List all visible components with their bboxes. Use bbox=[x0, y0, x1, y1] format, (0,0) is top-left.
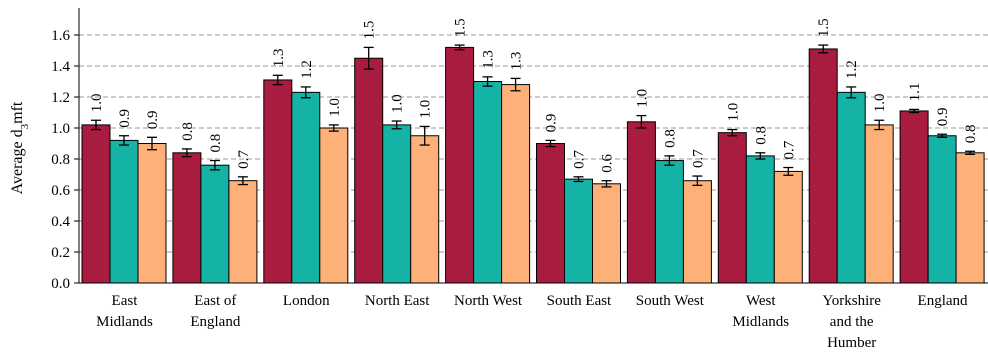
bar bbox=[109, 139, 139, 284]
data-label: 1.3 bbox=[271, 49, 287, 68]
data-labels: 1.0 0.9 0.9 0.8 0.8 0.7 1.3 1.2 1.0 1.5 1.0 1.0 1.5 1… bbox=[89, 18, 979, 172]
data-label: 1.0 bbox=[390, 94, 406, 113]
data-label: 1.3 bbox=[509, 52, 525, 71]
bar bbox=[564, 178, 593, 284]
bar bbox=[899, 110, 929, 284]
axes bbox=[78, 8, 988, 284]
data-label: 0.8 bbox=[662, 129, 678, 148]
data-label: 1.5 bbox=[816, 18, 832, 37]
data-label: 1.0 bbox=[872, 94, 888, 113]
bar bbox=[473, 81, 503, 284]
x-category-label: England bbox=[190, 314, 240, 330]
x-category-label: London bbox=[283, 293, 330, 309]
y-tick-label: 1.6 bbox=[51, 28, 70, 44]
data-label: 1.2 bbox=[844, 60, 860, 79]
x-categories: East Midlands East of England London North Ea… bbox=[96, 293, 968, 351]
bar bbox=[808, 48, 838, 284]
bar bbox=[172, 152, 202, 284]
data-label: 0.8 bbox=[753, 126, 769, 145]
y-tick-label: 0.4 bbox=[51, 214, 70, 230]
y-tick-label: 0.6 bbox=[51, 183, 70, 199]
data-label: 0.8 bbox=[180, 122, 196, 141]
data-label: 0.9 bbox=[117, 109, 133, 128]
bar bbox=[200, 164, 230, 284]
bars bbox=[81, 46, 985, 284]
bar bbox=[864, 124, 894, 284]
bar bbox=[836, 91, 866, 284]
bar bbox=[773, 170, 803, 284]
data-label: 1.0 bbox=[327, 98, 343, 117]
bar bbox=[626, 121, 656, 284]
data-label: 0.6 bbox=[600, 153, 616, 172]
data-label: 1.1 bbox=[907, 83, 923, 102]
x-category-label: North West bbox=[454, 293, 523, 309]
data-label: 0.7 bbox=[690, 149, 706, 168]
bar bbox=[319, 127, 349, 284]
y-tick-label: 1.2 bbox=[51, 90, 70, 106]
bar bbox=[927, 135, 957, 284]
data-label: 1.2 bbox=[299, 60, 315, 79]
x-category-label: West bbox=[746, 293, 776, 309]
bar bbox=[445, 46, 475, 284]
bar bbox=[501, 84, 531, 284]
bar bbox=[654, 160, 684, 284]
bar bbox=[137, 143, 167, 284]
data-label: 0.9 bbox=[544, 114, 560, 133]
data-label: 1.0 bbox=[89, 94, 105, 113]
x-category-label: and the bbox=[830, 314, 874, 330]
x-category-label: East bbox=[112, 293, 139, 309]
y-tick-label: 1.4 bbox=[51, 59, 70, 75]
bar bbox=[228, 180, 258, 284]
x-category-label: South West bbox=[636, 293, 705, 309]
data-label: 0.7 bbox=[572, 150, 588, 169]
x-category-label: Midlands bbox=[96, 314, 153, 330]
data-label: 1.3 bbox=[481, 50, 497, 69]
data-label: 1.0 bbox=[418, 100, 434, 119]
data-label: 1.5 bbox=[362, 21, 378, 40]
y-tick-label: 0.8 bbox=[51, 152, 70, 168]
bar bbox=[382, 124, 412, 284]
y-tick-label: 0.2 bbox=[51, 245, 70, 261]
bar bbox=[410, 135, 440, 284]
data-label: 1.5 bbox=[453, 18, 469, 37]
x-category-label: Midlands bbox=[732, 314, 789, 330]
error-bars bbox=[91, 44, 976, 188]
bar bbox=[81, 124, 111, 284]
x-category-label: Yorkshire bbox=[822, 293, 881, 309]
data-label: 0.9 bbox=[935, 107, 951, 126]
bar bbox=[745, 155, 775, 284]
bar bbox=[291, 91, 321, 284]
bar bbox=[955, 152, 985, 284]
y-ticks: 0.0 0.2 0.4 0.6 0.8 1.0 1.2 1.4 1.6 bbox=[51, 28, 79, 292]
data-label: 1.0 bbox=[634, 89, 650, 108]
x-category-label: South East bbox=[547, 293, 612, 309]
x-category-label: England bbox=[918, 293, 968, 309]
x-category-label: North East bbox=[365, 293, 430, 309]
data-label: 0.9 bbox=[145, 111, 161, 130]
bar bbox=[717, 132, 747, 284]
bar bbox=[682, 180, 712, 284]
data-label: 0.8 bbox=[963, 125, 979, 144]
bar bbox=[263, 79, 293, 284]
bar bbox=[354, 57, 384, 284]
y-tick-label: 0.0 bbox=[51, 276, 70, 292]
y-tick-label: 1.0 bbox=[51, 121, 70, 137]
data-label: 0.8 bbox=[208, 134, 224, 153]
bar bbox=[592, 183, 621, 284]
x-category-label: Humber bbox=[827, 335, 876, 351]
x-category-label: East of bbox=[194, 293, 236, 309]
y-axis-label: Average d3mft bbox=[9, 101, 31, 194]
bar bbox=[536, 143, 565, 284]
data-label: 0.7 bbox=[781, 140, 797, 159]
data-label: 0.7 bbox=[236, 150, 252, 169]
data-label: 1.0 bbox=[725, 103, 741, 122]
